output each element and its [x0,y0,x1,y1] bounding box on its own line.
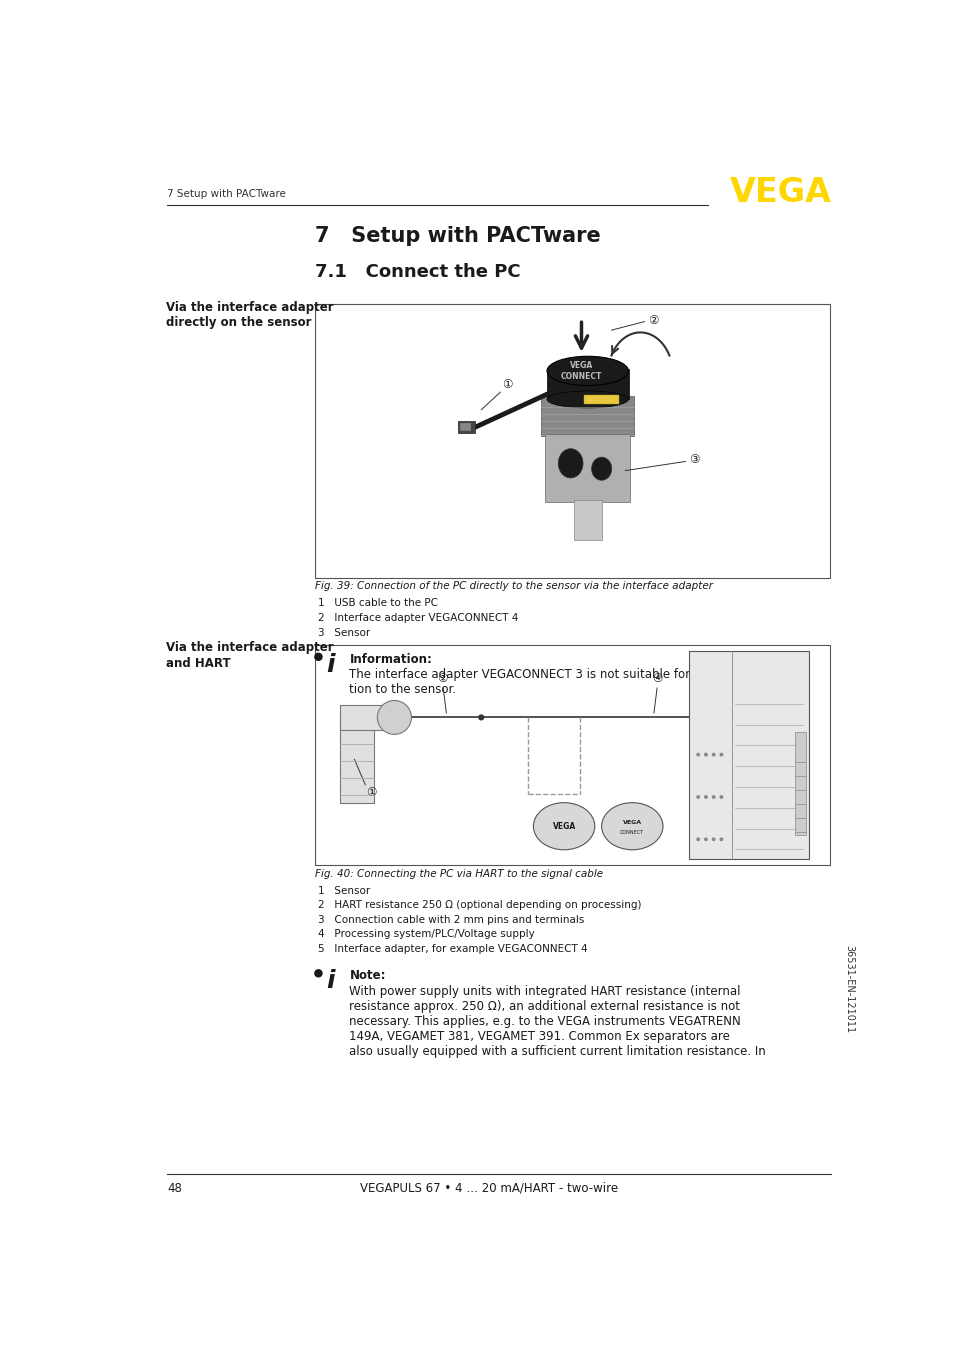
Text: Information:: Information: [349,653,432,666]
Text: and HART: and HART [166,657,230,670]
Text: 3   Sensor: 3 Sensor [318,627,371,638]
Circle shape [703,837,707,841]
Circle shape [314,653,322,661]
Text: ②: ② [437,673,448,685]
Bar [583,395,618,403]
Circle shape [696,837,700,841]
Text: ①: ① [366,787,376,799]
Bar [547,368,628,399]
Text: CONNECT: CONNECT [619,830,643,835]
Text: 7   Setup with PACTware: 7 Setup with PACTware [314,226,599,245]
Bar [794,731,805,835]
Text: 4   Processing system/PLC/Voltage supply: 4 Processing system/PLC/Voltage supply [318,929,535,940]
Text: 2   HART resistance 250 Ω (optional depending on processing): 2 HART resistance 250 Ω (optional depend… [318,900,641,910]
Circle shape [711,837,715,841]
Bar [540,397,634,436]
Circle shape [314,969,322,978]
Circle shape [719,837,722,841]
Bar [688,651,808,858]
Bar [314,646,829,865]
Text: Via the interface adapter: Via the interface adapter [166,642,333,654]
Ellipse shape [601,803,662,850]
Text: Fig. 39: Connection of the PC directly to the sensor via the interface adapter: Fig. 39: Connection of the PC directly t… [314,581,712,592]
Circle shape [696,795,700,799]
Circle shape [696,753,700,757]
Text: 48: 48 [167,1182,182,1196]
Circle shape [711,753,715,757]
Circle shape [477,715,484,720]
Text: Note:: Note: [349,969,386,983]
Text: 3   Connection cable with 2 mm pins and terminals: 3 Connection cable with 2 mm pins and te… [318,915,584,925]
Text: ④: ④ [652,673,662,685]
Text: 1   Sensor: 1 Sensor [318,886,371,895]
Text: The interface adapter VEGACONNECT 3 is not suitable for connec-
tion to the sens: The interface adapter VEGACONNECT 3 is n… [349,669,740,696]
Bar [457,421,475,433]
Text: ②: ② [648,314,659,328]
Ellipse shape [533,803,594,850]
Text: Fig. 40: Connecting the PC via HART to the signal cable: Fig. 40: Connecting the PC via HART to t… [314,868,602,879]
Text: With power supply units with integrated HART resistance (internal
resistance app: With power supply units with integrated … [349,984,765,1057]
Text: VEGA: VEGA [622,821,641,825]
Text: i: i [325,969,334,994]
Bar [340,718,374,803]
Text: 36531-EN-121011: 36531-EN-121011 [843,945,853,1033]
Bar [573,500,601,540]
Text: VEGA: VEGA [729,176,831,210]
Text: i: i [325,653,334,677]
Bar [340,705,394,730]
Circle shape [719,795,722,799]
Bar [314,305,829,578]
Ellipse shape [546,391,628,408]
Circle shape [719,753,722,757]
Text: Via the interface adapter: Via the interface adapter [166,301,333,314]
Text: VEGA
CONNECT: VEGA CONNECT [560,362,601,380]
Bar [459,424,471,431]
Ellipse shape [546,356,628,386]
Ellipse shape [591,458,611,481]
Text: 1   USB cable to the PC: 1 USB cable to the PC [318,598,438,608]
Text: 5   Interface adapter, for example VEGACONNECT 4: 5 Interface adapter, for example VEGACON… [318,944,587,955]
Text: 2   Interface adapter VEGACONNECT 4: 2 Interface adapter VEGACONNECT 4 [318,613,518,623]
Circle shape [711,795,715,799]
Text: 7 Setup with PACTware: 7 Setup with PACTware [167,188,286,199]
Text: 7.1   Connect the PC: 7.1 Connect the PC [314,263,519,280]
Circle shape [703,795,707,799]
Circle shape [377,700,411,734]
Text: VEGAPULS 67 • 4 … 20 mA/HART - two-wire: VEGAPULS 67 • 4 … 20 mA/HART - two-wire [359,1182,618,1196]
Text: ③: ③ [689,454,700,466]
Ellipse shape [558,448,582,478]
Text: directly on the sensor: directly on the sensor [166,317,311,329]
Text: VEGA: VEGA [552,822,575,831]
Text: ③: ③ [548,816,558,829]
Circle shape [703,753,707,757]
Bar [544,435,630,502]
Text: ①: ① [502,378,513,391]
